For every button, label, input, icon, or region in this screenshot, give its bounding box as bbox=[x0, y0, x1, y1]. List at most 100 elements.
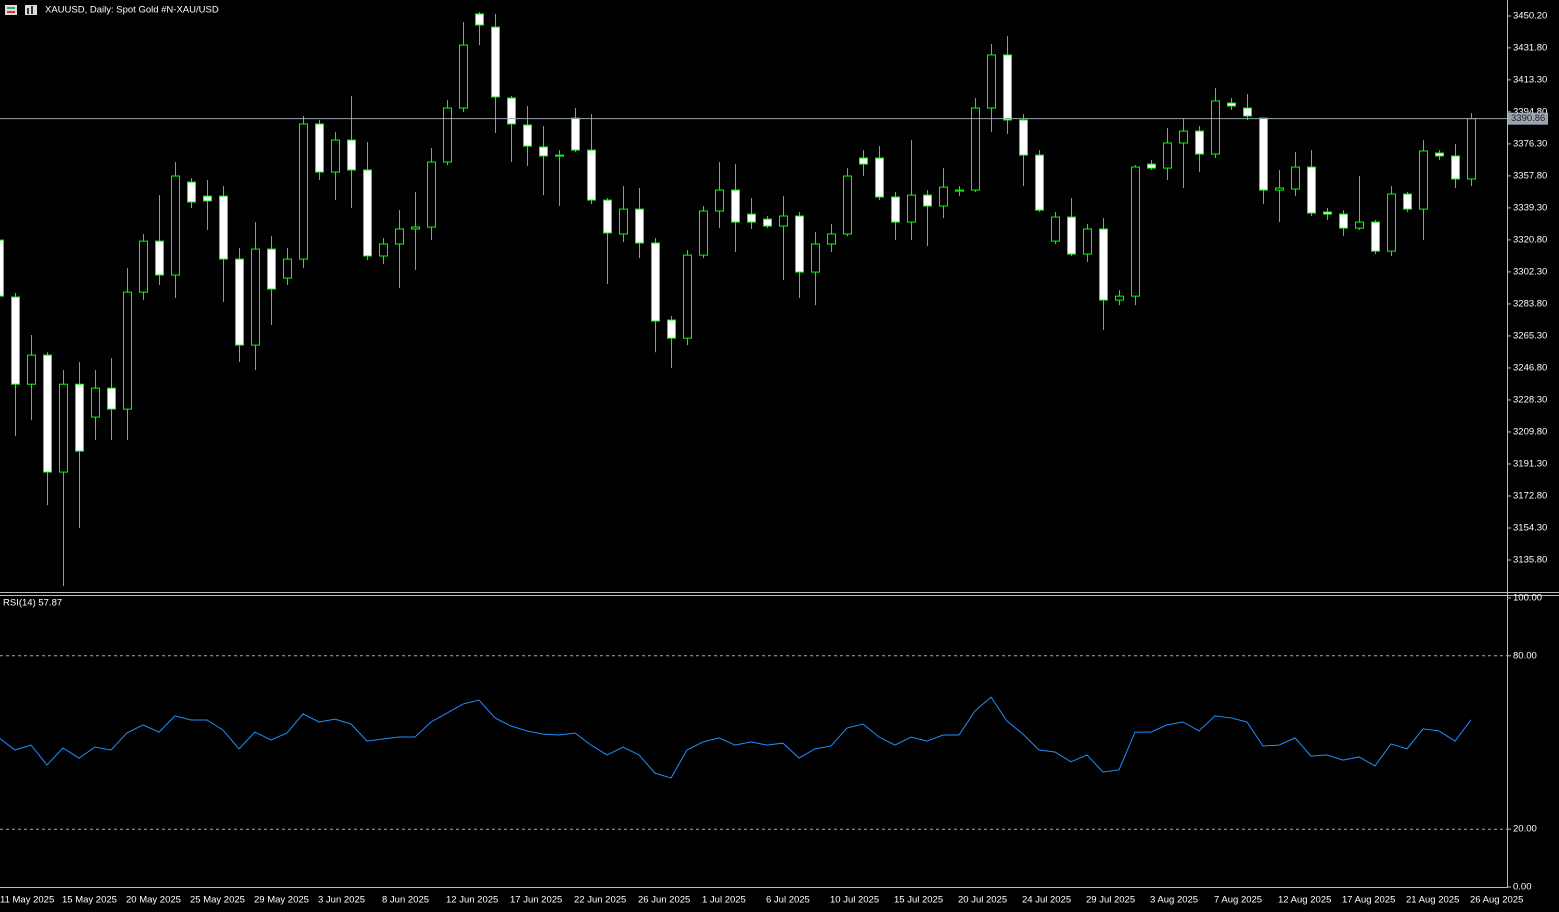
candle-body-down bbox=[1147, 163, 1156, 169]
candle-body-up bbox=[411, 226, 420, 230]
x-tick-label: 21 Aug 2025 bbox=[1406, 895, 1459, 906]
candle-body-up bbox=[443, 107, 452, 163]
candle-body-down bbox=[635, 208, 644, 244]
candle-body-down bbox=[1227, 102, 1236, 107]
x-tick-label: 24 Jul 2025 bbox=[1022, 895, 1071, 906]
candle-body-down bbox=[475, 13, 484, 26]
candle-body-down bbox=[539, 146, 548, 157]
candle-body-up bbox=[811, 243, 820, 273]
candle-body-down bbox=[0, 239, 4, 297]
candle-body-up bbox=[1291, 166, 1300, 190]
candle-body-up bbox=[1115, 295, 1124, 301]
candle-body-down bbox=[43, 354, 52, 473]
candle-body-down bbox=[1307, 166, 1316, 214]
y-tick-label: 3246.80 bbox=[1513, 362, 1547, 373]
y-tick-label: 80.00 bbox=[1513, 650, 1537, 661]
y-tick-label: 3191.30 bbox=[1513, 458, 1547, 469]
candle-body-up bbox=[843, 175, 852, 235]
y-tick-label: 20.00 bbox=[1513, 824, 1537, 835]
candle-body-down bbox=[507, 97, 516, 125]
candle-body-down bbox=[1035, 154, 1044, 211]
candle-body-up bbox=[939, 186, 948, 207]
candle-body-up bbox=[59, 383, 68, 473]
icon bbox=[31, 6, 33, 14]
candle-body-up bbox=[827, 233, 836, 245]
candle-body-down bbox=[763, 218, 772, 227]
candle-body-up bbox=[779, 215, 788, 227]
x-tick-label: 22 Jun 2025 bbox=[574, 895, 626, 906]
x-tick-label: 25 May 2025 bbox=[190, 895, 245, 906]
candle-body-down bbox=[795, 215, 804, 273]
candle-body-up bbox=[171, 175, 180, 276]
candle-body-up bbox=[971, 107, 980, 191]
candle-body-up bbox=[1163, 142, 1172, 169]
candle-body-down bbox=[587, 149, 596, 201]
candle-body-down bbox=[155, 240, 164, 276]
x-tick-label: 26 Jun 2025 bbox=[638, 895, 690, 906]
candle-body-up bbox=[1467, 118, 1476, 180]
candle-body-down bbox=[235, 258, 244, 346]
candle-body-down bbox=[219, 195, 228, 260]
y-tick-label: 3450.20 bbox=[1513, 11, 1547, 22]
candle-body-up bbox=[283, 258, 292, 279]
y-tick-label: 3357.80 bbox=[1513, 170, 1547, 181]
y-tick-label: 3135.80 bbox=[1513, 555, 1547, 566]
candle-body-up bbox=[427, 161, 436, 228]
candle-body-up bbox=[1211, 100, 1220, 155]
y-tick-label: 3172.80 bbox=[1513, 490, 1547, 501]
candle-body-down bbox=[267, 248, 276, 290]
candle-body-up bbox=[619, 208, 628, 235]
y-tick-label: 3320.80 bbox=[1513, 234, 1547, 245]
x-tick-label: 6 Jul 2025 bbox=[766, 895, 810, 906]
candle-body-down bbox=[523, 124, 532, 147]
candle-body-down bbox=[1003, 54, 1012, 121]
x-tick-label: 1 Jul 2025 bbox=[702, 895, 746, 906]
candle-body-up bbox=[395, 228, 404, 245]
candle-body-down bbox=[363, 169, 372, 257]
candle-body-up bbox=[459, 44, 468, 109]
candle-body-up bbox=[955, 189, 964, 192]
candle-body-up bbox=[1419, 150, 1428, 210]
candle-body-up bbox=[1355, 221, 1364, 229]
candle-body-down bbox=[1019, 119, 1028, 156]
y-tick-label: 3339.30 bbox=[1513, 202, 1547, 213]
candle-body-up bbox=[1179, 130, 1188, 144]
candle-body-down bbox=[1259, 117, 1268, 191]
y-tick-label: 3265.30 bbox=[1513, 330, 1547, 341]
candle-body-down bbox=[347, 139, 356, 171]
candle-body-up bbox=[1275, 187, 1284, 191]
y-tick-label: 3302.30 bbox=[1513, 266, 1547, 277]
rsi-line bbox=[0, 696, 1472, 779]
x-tick-label: 12 Aug 2025 bbox=[1278, 895, 1331, 906]
candle-body-down bbox=[1403, 193, 1412, 210]
candle-body-down bbox=[1339, 213, 1348, 229]
indicator-title: RSI(14) 57.87 bbox=[3, 598, 62, 609]
x-tick-label: 8 Jun 2025 bbox=[382, 895, 429, 906]
candle-body-down bbox=[1067, 216, 1076, 255]
header-icons bbox=[5, 5, 37, 15]
icon bbox=[7, 11, 15, 13]
x-tick-label: 20 May 2025 bbox=[126, 895, 181, 906]
candle-body-up bbox=[251, 248, 260, 346]
x-tick-label: 15 Jul 2025 bbox=[894, 895, 943, 906]
y-tick-label: 3431.80 bbox=[1513, 42, 1547, 53]
candle-body-up bbox=[27, 354, 36, 385]
candle-body-up bbox=[699, 210, 708, 256]
y-tick-label: 0.00 bbox=[1513, 882, 1532, 893]
y-tick-label: 3413.30 bbox=[1513, 74, 1547, 85]
candle-body-down bbox=[315, 123, 324, 173]
candle-body-up bbox=[123, 291, 132, 410]
icon bbox=[5, 5, 17, 15]
x-tick-label: 12 Jun 2025 bbox=[446, 895, 498, 906]
candle-body-up bbox=[1083, 228, 1092, 255]
candle-body-down bbox=[1195, 130, 1204, 155]
candle-body-down bbox=[891, 196, 900, 223]
x-tick-label: 29 May 2025 bbox=[254, 895, 309, 906]
candle-body-up bbox=[987, 54, 996, 109]
candle-body-down bbox=[187, 181, 196, 203]
candle-body-up bbox=[139, 240, 148, 293]
candle-body-down bbox=[571, 117, 580, 151]
candle-body-down bbox=[75, 383, 84, 452]
candle-body-up bbox=[331, 139, 340, 173]
